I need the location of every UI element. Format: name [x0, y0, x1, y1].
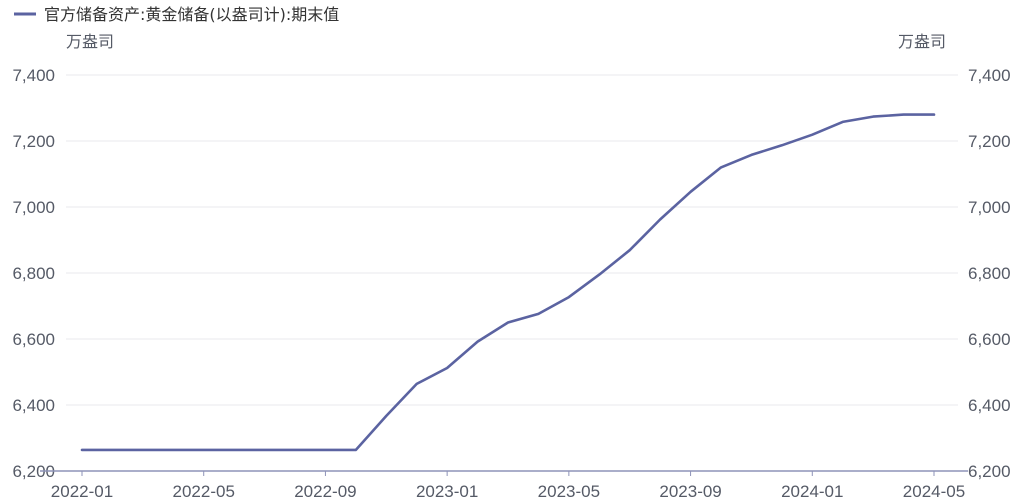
- gridlines: [66, 74, 958, 406]
- legend-label: 官方储备资产:黄金储备(以盎司计):期末值: [44, 5, 339, 24]
- y-tick-label-left: 7,000: [12, 198, 55, 217]
- x-tick-label: 2022-01: [51, 482, 113, 501]
- x-tick-label: 2022-05: [173, 482, 235, 501]
- y-tick-label-right: 6,800: [968, 264, 1011, 283]
- x-tick-label: 2024-05: [903, 482, 965, 501]
- y-tick-label-right: 7,000: [968, 198, 1011, 217]
- y-tick-label-left: 7,200: [12, 132, 55, 151]
- y-tick-label-right: 6,600: [968, 330, 1011, 349]
- y-axis-unit-right: 万盎司: [898, 32, 946, 51]
- x-tick-label: 2023-09: [659, 482, 721, 501]
- y-tick-label-right: 7,400: [968, 66, 1011, 85]
- y-tick-label-left: 6,400: [12, 396, 55, 415]
- y-axis-right: 6,200 6,400 6,600 6,800 7,000 7,200 7,400: [968, 66, 1011, 481]
- y-tick-label-left: 6,800: [12, 264, 55, 283]
- y-tick-label-left: 6,600: [12, 330, 55, 349]
- x-tick-label: 2022-09: [294, 482, 356, 501]
- series-line: [80, 113, 936, 452]
- y-tick-label-right: 7,200: [968, 132, 1011, 151]
- y-tick-label-left: 6,200: [12, 462, 55, 481]
- y-tick-label-left: 7,400: [12, 66, 55, 85]
- y-axis-unit-left: 万盎司: [66, 32, 114, 51]
- series-group: [80, 113, 936, 452]
- y-tick-label-right: 6,200: [968, 462, 1011, 481]
- x-axis: 2022-01 2022-05 2022-09 2023-01 2023-05 2023-…: [40, 470, 968, 501]
- y-tick-label-right: 6,400: [968, 396, 1011, 415]
- y-axis-left: 6,200 6,400 6,600 6,800 7,000 7,200 7,400: [12, 66, 55, 481]
- x-tick-label: 2023-01: [416, 482, 478, 501]
- x-tick-label: 2023-05: [538, 482, 600, 501]
- x-tick-label: 2024-01: [781, 482, 843, 501]
- legend[interactable]: 官方储备资产:黄金储备(以盎司计):期末值: [14, 5, 339, 24]
